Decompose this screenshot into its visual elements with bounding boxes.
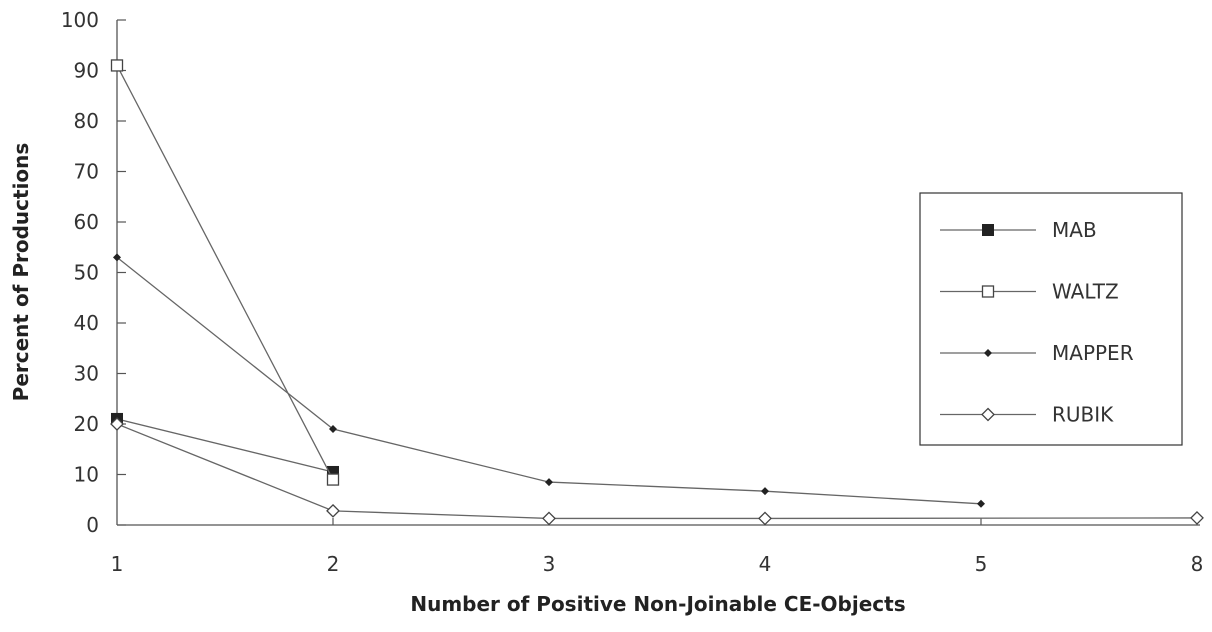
data-point	[113, 253, 121, 262]
data-point	[761, 487, 769, 496]
x-tick-label: 8	[1191, 552, 1204, 576]
y-tick-label: 10	[74, 463, 99, 487]
data-point	[982, 224, 994, 236]
x-tick-label: 1	[111, 552, 124, 576]
y-tick-label: 100	[61, 8, 99, 32]
data-point	[326, 473, 340, 486]
legend-entry-mab: MAB	[940, 218, 1097, 242]
x-axis-title: Number of Positive Non-Joinable CE-Objec…	[410, 592, 905, 616]
x-tick-label: 5	[975, 552, 988, 576]
y-ticks: 0 10 20 30 40 50 60 70 80 90 100	[61, 8, 126, 537]
y-axis-title: Percent of Productions	[9, 143, 33, 402]
legend-label: MAPPER	[1052, 341, 1134, 365]
data-point	[110, 59, 124, 72]
y-tick-label: 80	[74, 109, 99, 133]
x-tick-label: 3	[543, 552, 556, 576]
data-point	[977, 499, 985, 508]
data-point	[545, 478, 553, 487]
y-tick-label: 0	[86, 513, 99, 537]
legend-label: WALTZ	[1052, 280, 1119, 304]
data-point	[110, 417, 124, 431]
y-tick-label: 70	[74, 160, 99, 184]
data-point	[1190, 511, 1204, 525]
series-layer	[110, 59, 1204, 526]
x-ticks: 1 2 3 4 5 8	[111, 518, 1204, 576]
y-tick-label: 20	[74, 412, 99, 436]
series-waltz	[110, 59, 340, 486]
data-point	[984, 349, 992, 357]
x-tick-label: 4	[759, 552, 772, 576]
y-tick-label: 50	[74, 261, 99, 285]
y-tick-label: 40	[74, 311, 99, 335]
legend-label: MAB	[1052, 218, 1097, 242]
x-tick-label: 2	[327, 552, 340, 576]
series-mapper	[113, 253, 985, 508]
legend-entry-rubik: RUBIK	[940, 403, 1114, 427]
data-point	[329, 425, 337, 434]
y-tick-label: 30	[74, 362, 99, 386]
data-point	[981, 407, 995, 422]
y-tick-label: 90	[74, 59, 99, 83]
legend-label: RUBIK	[1052, 403, 1114, 427]
legend-box	[919, 192, 1183, 446]
data-point	[326, 503, 340, 518]
data-point	[981, 285, 995, 298]
data-point	[758, 511, 772, 526]
legend-entry-waltz: WALTZ	[940, 280, 1119, 304]
series-line	[116, 256, 982, 505]
series-line	[116, 65, 334, 480]
data-point	[542, 511, 556, 526]
legend: MAB WALTZ MAPPER RUBIK	[919, 192, 1183, 446]
series-line	[116, 418, 334, 473]
legend-entry-mapper: MAPPER	[940, 341, 1134, 365]
y-tick-label: 60	[74, 210, 99, 234]
series-rubik	[110, 417, 1204, 526]
